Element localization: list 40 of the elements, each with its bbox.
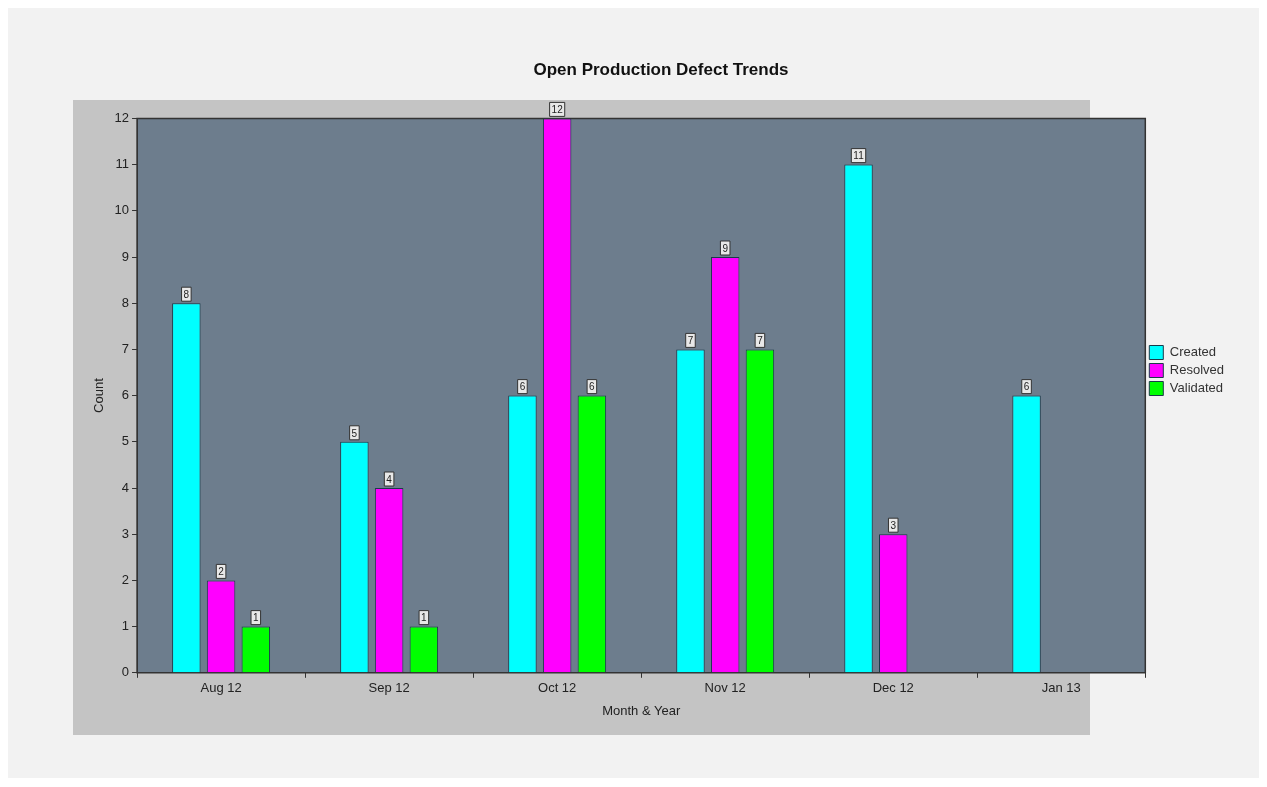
data-label: 5 bbox=[351, 427, 358, 439]
y-tick-label: 0 bbox=[121, 664, 130, 680]
data-label: 6 bbox=[519, 381, 526, 393]
y-tick-label: 12 bbox=[114, 109, 130, 125]
y-tick-label: 11 bbox=[115, 156, 130, 172]
y-tick-label: 9 bbox=[121, 248, 130, 264]
y-tick-label: 3 bbox=[121, 525, 130, 541]
data-label: 7 bbox=[757, 335, 764, 347]
data-label: 2 bbox=[218, 566, 225, 578]
data-label: 6 bbox=[1023, 381, 1030, 393]
data-label: 12 bbox=[551, 104, 564, 116]
x-tick-label: Oct 12 bbox=[538, 680, 577, 696]
legend-label: Created bbox=[1169, 344, 1217, 360]
x-tick-label: Aug 12 bbox=[200, 680, 242, 696]
data-label: 7 bbox=[687, 335, 694, 347]
data-label: 4 bbox=[386, 473, 393, 485]
legend-label: Validated bbox=[1169, 380, 1224, 396]
y-tick-label: 5 bbox=[121, 433, 130, 449]
data-label: 1 bbox=[253, 612, 260, 624]
y-tick-label: 2 bbox=[121, 571, 130, 587]
data-label: 1 bbox=[421, 612, 428, 624]
y-tick-label: 6 bbox=[121, 387, 130, 403]
y-axis-title: Count bbox=[91, 377, 107, 413]
y-tick-label: 8 bbox=[121, 294, 130, 310]
x-tick-label: Dec 12 bbox=[872, 680, 914, 696]
data-label: 9 bbox=[722, 242, 729, 254]
data-label: 6 bbox=[589, 381, 596, 393]
legend-label: Resolved bbox=[1169, 362, 1225, 378]
x-tick-label: Sep 12 bbox=[368, 680, 410, 696]
y-tick-label: 4 bbox=[121, 479, 130, 495]
data-label: 8 bbox=[183, 288, 190, 300]
x-tick-label: Nov 12 bbox=[704, 680, 746, 696]
data-label: 11 bbox=[853, 150, 865, 162]
y-tick-label: 10 bbox=[114, 202, 130, 218]
y-tick-label: 7 bbox=[121, 340, 130, 356]
data-label: 3 bbox=[890, 519, 897, 531]
chart-title: Open Production Defect Trends bbox=[533, 59, 789, 79]
y-tick-label: 1 bbox=[121, 618, 130, 634]
x-axis-title: Month & Year bbox=[602, 702, 681, 718]
x-tick-label: Jan 13 bbox=[1041, 680, 1081, 696]
